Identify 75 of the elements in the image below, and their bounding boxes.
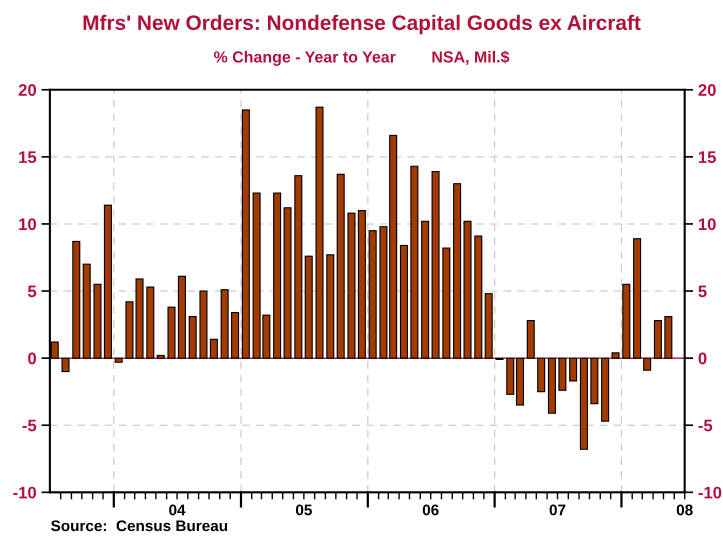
bar xyxy=(569,358,578,382)
y-tick-label: 5 xyxy=(28,286,36,298)
bar xyxy=(421,220,430,359)
bar xyxy=(358,210,366,359)
bar xyxy=(284,207,292,359)
y2-tick-label: 5 xyxy=(698,286,707,298)
bar xyxy=(336,174,345,359)
bar xyxy=(104,204,112,359)
bar xyxy=(242,109,250,359)
bar xyxy=(633,238,642,359)
bar xyxy=(601,358,610,422)
bar xyxy=(82,264,91,359)
bar xyxy=(61,358,70,372)
bar xyxy=(410,166,418,359)
y2-tick-label: 15 xyxy=(698,151,716,164)
bar xyxy=(125,301,134,359)
bar xyxy=(622,284,630,359)
bar xyxy=(442,248,450,359)
x-tick-label: 08 xyxy=(676,504,693,516)
bar xyxy=(167,306,176,359)
bar xyxy=(432,171,440,359)
y-tick-label: -10 xyxy=(13,486,36,499)
bar xyxy=(315,106,324,359)
bar xyxy=(463,220,472,359)
bar xyxy=(304,256,313,359)
bar xyxy=(526,320,535,359)
bar xyxy=(93,284,102,359)
y2-tick-label: 0 xyxy=(698,352,706,364)
bar xyxy=(453,183,462,359)
bar xyxy=(537,358,546,392)
source-note: Source: Census Bureau xyxy=(51,520,228,532)
y-tick-label: 0 xyxy=(28,352,36,364)
y-tick-label: 15 xyxy=(19,151,36,164)
bar xyxy=(252,192,261,359)
x-tick-label: 06 xyxy=(422,504,439,516)
bar xyxy=(188,316,197,359)
bar xyxy=(643,358,652,371)
y-tick-label: -5 xyxy=(22,420,36,432)
y2-tick-label: 20 xyxy=(698,84,716,96)
bar xyxy=(220,289,229,359)
bar xyxy=(326,254,334,359)
bar xyxy=(368,230,377,359)
chart-title: Mfrs' New Orders: Nondefense Capital Goods ex Aircraft xyxy=(84,14,641,34)
bar xyxy=(474,235,482,359)
bar xyxy=(178,276,186,359)
chart-subtitle: % Change - Year to Year NSA, Mil.$ xyxy=(214,50,510,66)
bar xyxy=(136,278,144,359)
bar xyxy=(484,293,493,359)
bar xyxy=(72,240,80,359)
bar xyxy=(273,192,282,359)
bar xyxy=(400,244,408,359)
y2-tick-label: 10 xyxy=(698,218,716,230)
y-tick-label: 20 xyxy=(18,84,36,96)
bar xyxy=(156,354,165,359)
bar xyxy=(590,358,598,404)
bar xyxy=(654,320,662,359)
x-tick-label: 04 xyxy=(169,504,186,516)
bar xyxy=(664,316,672,359)
y-tick-label: 10 xyxy=(19,218,36,230)
x-tick-label: 05 xyxy=(296,504,312,516)
bar xyxy=(114,358,123,363)
bar xyxy=(294,175,302,359)
bar xyxy=(262,314,270,359)
x-tick-label: 07 xyxy=(550,504,566,516)
y2-tick-label: -5 xyxy=(698,420,712,432)
bar xyxy=(580,358,588,450)
bar xyxy=(199,290,208,359)
bar xyxy=(347,212,356,359)
bar xyxy=(548,358,556,414)
bar xyxy=(231,312,240,359)
bar xyxy=(612,352,620,359)
bar xyxy=(210,338,218,359)
bar xyxy=(146,286,154,359)
y2-tick-label: -10 xyxy=(698,486,722,499)
bar xyxy=(558,358,566,391)
